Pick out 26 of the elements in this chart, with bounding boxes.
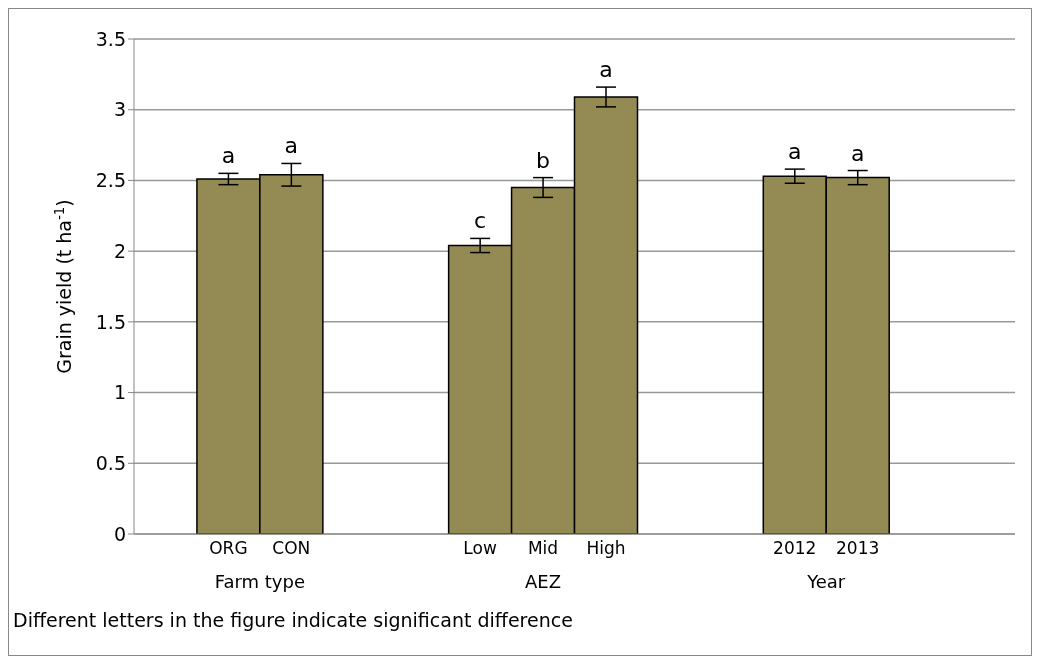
x-tick-label: 2012 [773,538,817,559]
annotation: a [284,133,299,159]
text: AEZ [525,571,562,592]
annotation: c [474,208,487,234]
x-tick-label: Low [463,538,497,559]
x-tick-label: CON [272,538,311,559]
y-tick-label: 2.5 [95,169,126,192]
x-tick-label: Mid [527,538,559,559]
annotation: b [536,147,551,173]
x-tick-label: High [586,538,626,559]
x-tick-label: 2013 [836,538,880,559]
y-tick-label: 0 [113,522,126,545]
y-tick-label: 3 [113,98,126,121]
x-tick-label: ORG [209,538,248,559]
y-tick-label: 1 [113,381,126,404]
text: Farm type [214,571,305,592]
text: Year [807,571,846,592]
y-tick-label: 0.5 [95,452,126,475]
annotation: a [850,140,865,166]
y-tick-label: 2 [113,239,126,262]
y-tick-label: 3.5 [95,27,126,50]
annotation: a [788,139,802,165]
annotation: a [599,57,613,83]
text: Different letters in the figure indicate significant difference [13,609,573,631]
annotation: a [221,143,236,169]
y-tick-label: 1.5 [95,310,126,333]
